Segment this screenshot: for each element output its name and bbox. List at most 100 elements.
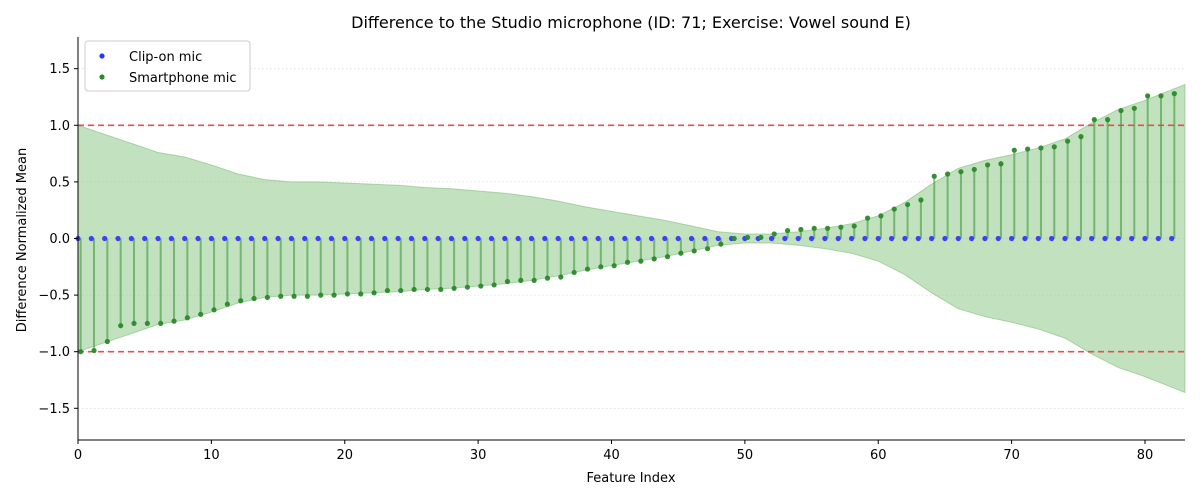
point-clip-on-70	[1009, 235, 1015, 242]
point-clip-on-46	[688, 235, 695, 242]
point-smartphone-74	[1065, 138, 1071, 144]
legend-swatch-clip-on	[99, 53, 105, 59]
point-smartphone-78	[1118, 107, 1124, 114]
point-clip-on-28	[448, 235, 455, 242]
point-smartphone-71	[1025, 146, 1031, 152]
point-smartphone-40	[611, 263, 617, 269]
point-smartphone-61	[891, 206, 897, 212]
legend-frame	[84, 40, 251, 92]
point-smartphone-77	[1105, 117, 1111, 123]
point-clip-on-63	[915, 235, 921, 242]
point-clip-on-73	[1049, 235, 1055, 242]
x-tick-label-1: 10	[203, 448, 220, 463]
point-clip-on-65	[942, 235, 948, 242]
point-smartphone-46	[691, 248, 697, 254]
y-tick-label-2: −0.5	[38, 289, 70, 304]
point-clip-on-5	[142, 235, 148, 242]
point-clip-on-21	[355, 235, 361, 242]
point-smartphone-6	[158, 320, 164, 327]
point-smartphone-63	[918, 197, 924, 203]
point-smartphone-45	[678, 250, 684, 256]
point-smartphone-21	[358, 291, 364, 297]
x-tick-label-7: 70	[1003, 448, 1020, 463]
point-smartphone-22	[371, 290, 377, 296]
point-smartphone-66	[958, 169, 964, 175]
confidence-band	[77, 83, 1186, 394]
point-smartphone-1	[91, 347, 97, 354]
point-smartphone-41	[624, 259, 631, 265]
point-clip-on-69	[995, 235, 1001, 242]
y-tick-label-3: 0.0	[49, 232, 70, 247]
point-smartphone-5	[144, 320, 150, 327]
point-smartphone-64	[931, 173, 937, 179]
point-smartphone-20	[344, 291, 351, 297]
point-smartphone-62	[904, 201, 911, 208]
point-clip-on-15	[275, 235, 281, 242]
point-smartphone-50	[744, 234, 751, 240]
point-smartphone-73	[1051, 144, 1057, 150]
point-smartphone-19	[331, 292, 337, 298]
point-smartphone-2	[104, 338, 110, 345]
point-smartphone-53	[784, 227, 791, 234]
x-tick-label-5: 50	[737, 448, 754, 463]
point-smartphone-14	[264, 294, 270, 300]
point-smartphone-17	[304, 293, 311, 299]
point-clip-on-48	[715, 235, 721, 242]
y-tick-label-6: 1.5	[49, 62, 70, 77]
point-smartphone-54	[798, 226, 804, 233]
point-smartphone-36	[558, 274, 564, 280]
point-clip-on-66	[955, 235, 961, 242]
legend-label-clip-on: Clip-on mic	[129, 50, 202, 65]
point-smartphone-12	[238, 298, 244, 304]
point-clip-on-57	[835, 235, 841, 242]
point-clip-on-52	[768, 235, 775, 242]
point-clip-on-44	[662, 235, 668, 242]
point-smartphone-72	[1038, 145, 1044, 151]
point-clip-on-23	[382, 235, 388, 242]
point-clip-on-58	[848, 235, 855, 242]
point-smartphone-31	[491, 282, 497, 288]
point-smartphone-32	[504, 278, 511, 285]
y-tick-label-4: 0.5	[49, 175, 70, 190]
point-smartphone-67	[971, 166, 977, 173]
point-clip-on-45	[675, 235, 681, 242]
point-clip-on-16	[288, 235, 294, 242]
point-clip-on-11	[222, 235, 228, 242]
point-clip-on-24	[395, 235, 401, 242]
point-clip-on-79	[1129, 235, 1135, 242]
point-smartphone-37	[571, 269, 577, 276]
point-smartphone-39	[598, 264, 604, 270]
point-smartphone-11	[224, 301, 230, 307]
point-clip-on-71	[1022, 235, 1028, 242]
point-clip-on-43	[648, 235, 655, 242]
point-clip-on-38	[582, 235, 588, 242]
point-clip-on-39	[595, 235, 601, 242]
x-tick-label-6: 60	[870, 448, 887, 463]
point-clip-on-32	[502, 235, 508, 242]
point-smartphone-4	[131, 320, 137, 327]
point-smartphone-28	[451, 285, 457, 291]
point-smartphone-42	[638, 258, 644, 264]
y-tick-label-5: 1.0	[49, 119, 70, 134]
point-clip-on-75	[1075, 235, 1081, 242]
point-layer	[75, 91, 1177, 355]
point-clip-on-27	[435, 235, 441, 242]
point-smartphone-44	[664, 254, 671, 260]
point-clip-on-26	[422, 235, 428, 242]
x-tick-label-0: 0	[74, 448, 82, 463]
point-smartphone-10	[211, 307, 217, 313]
point-smartphone-76	[1091, 117, 1097, 123]
point-clip-on-17	[302, 235, 308, 242]
point-clip-on-81	[1155, 235, 1161, 242]
axis-layer: 0 10 20 30 40 50 60 70 80 −1.5 −1.0 −0.5 0.0 0.5 1.0 1.…	[38, 37, 1185, 463]
point-clip-on-8	[182, 235, 188, 242]
point-clip-on-80	[1142, 235, 1148, 242]
point-clip-on-82	[1169, 235, 1175, 242]
point-clip-on-78	[1115, 235, 1121, 242]
point-smartphone-25	[411, 286, 417, 293]
point-smartphone-3	[118, 323, 124, 329]
point-clip-on-47	[702, 235, 708, 242]
point-smartphone-57	[838, 224, 844, 230]
band-layer	[77, 83, 1186, 394]
